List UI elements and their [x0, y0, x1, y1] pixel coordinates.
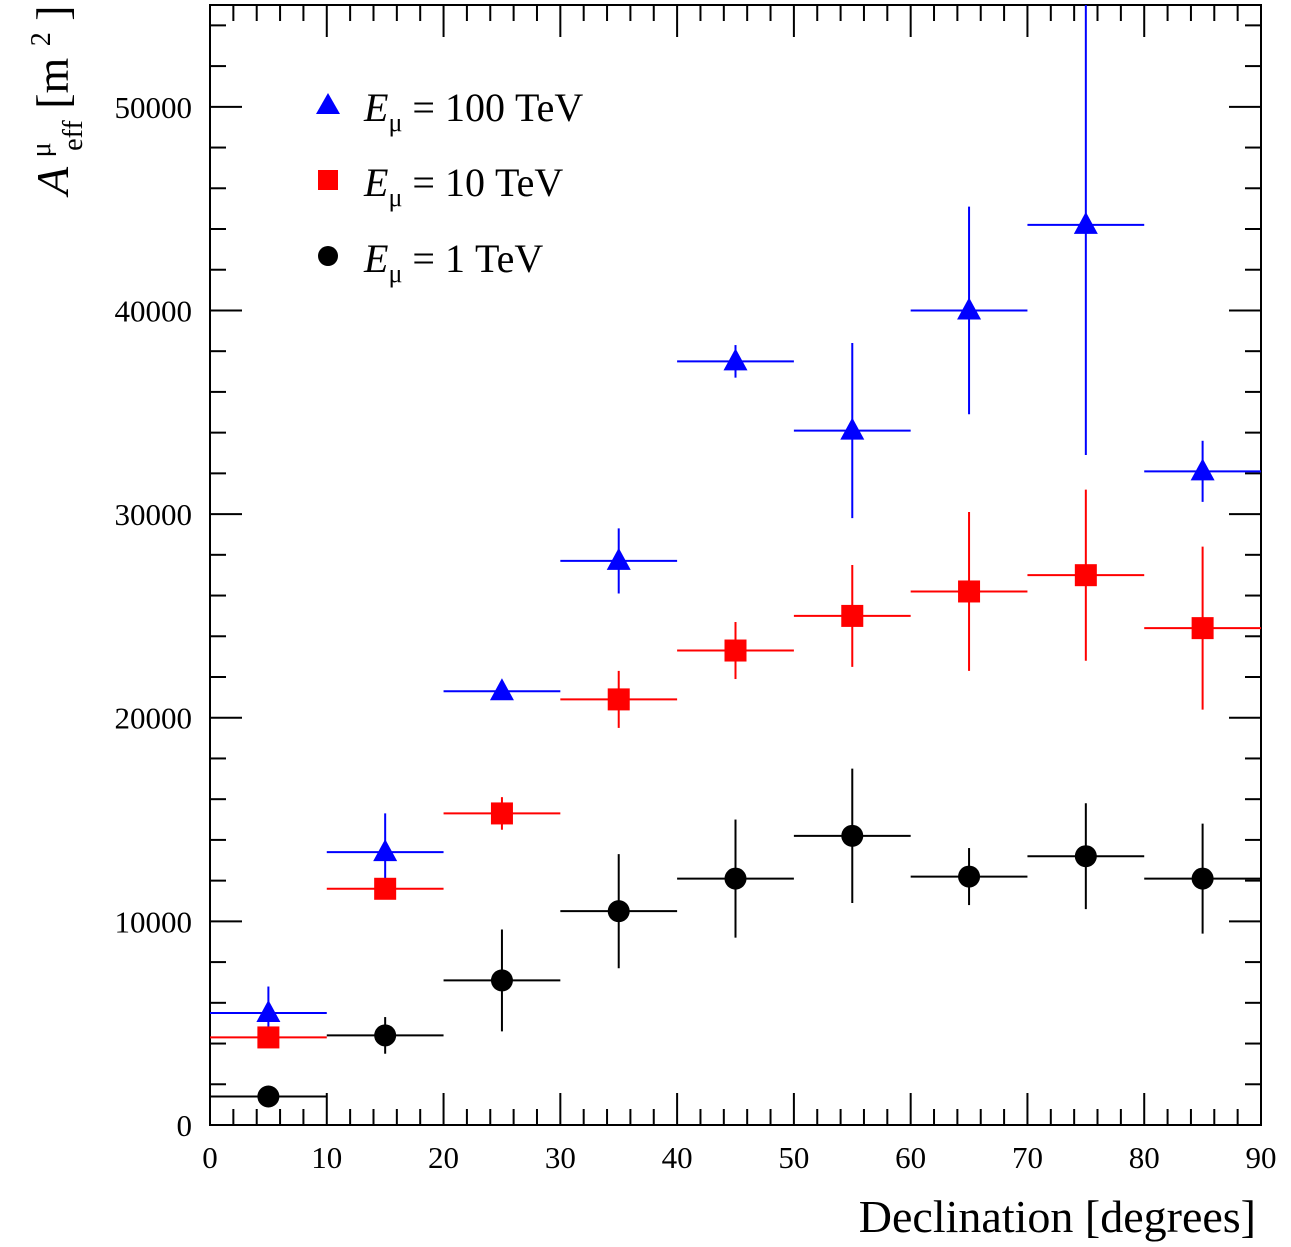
- x-tick-label: 40: [662, 1140, 693, 1175]
- x-tick-label: 60: [895, 1140, 926, 1175]
- legend: Eμ = 100 TeV Eμ = 10 TeV Eμ = 1 TeV: [316, 85, 583, 288]
- legend-label-10tev: Eμ = 10 TeV: [363, 160, 563, 212]
- data-point-circle: [724, 867, 747, 890]
- x-tick-label: 80: [1129, 1140, 1160, 1175]
- data-point-square: [841, 604, 864, 627]
- y-tick-labels: 0 10000 20000 30000 40000 50000: [115, 90, 193, 1143]
- y-axis-title: A μ eff [m 2 ]: [9, 5, 92, 198]
- x-tick-label: 10: [311, 1140, 342, 1175]
- legend-marker-square: [318, 170, 338, 190]
- y-tick-label: 30000: [115, 497, 193, 532]
- y-axis-unit-power: 2: [26, 32, 57, 46]
- x-tick-label: 70: [1012, 1140, 1043, 1175]
- legend-label-1tev: Eμ = 1 TeV: [363, 236, 543, 288]
- legend-entry-10tev: Eμ = 10 TeV: [318, 160, 563, 212]
- data-point-square: [607, 688, 630, 711]
- legend-entry-1tev: Eμ = 1 TeV: [318, 236, 543, 288]
- data-point-circle: [490, 969, 513, 992]
- y-tick-label: 50000: [115, 90, 193, 125]
- series-triangle: [210, 5, 1261, 1040]
- x-tick-label: 90: [1246, 1140, 1277, 1175]
- data-point-circle: [1191, 867, 1214, 890]
- data-point-square: [490, 802, 513, 825]
- legend-marker-circle: [318, 246, 338, 266]
- data-point-square: [958, 580, 981, 603]
- data-points: [210, 5, 1261, 1108]
- data-point-triangle: [1073, 211, 1098, 234]
- data-point-triangle: [723, 348, 748, 371]
- legend-label-100tev: Eμ = 100 TeV: [363, 85, 583, 137]
- data-point-circle: [374, 1024, 397, 1047]
- x-tick-label: 30: [545, 1140, 576, 1175]
- data-point-square: [374, 877, 397, 900]
- y-axis-unit-close: ]: [27, 5, 78, 20]
- y-tick-label: 0: [177, 1108, 193, 1143]
- y-tick-label: 40000: [115, 293, 193, 328]
- x-tick-label: 50: [778, 1140, 809, 1175]
- data-point-square: [257, 1026, 280, 1049]
- y-axis-subscript: eff: [58, 120, 89, 151]
- data-point-triangle: [840, 417, 865, 440]
- x-tick-label: 20: [428, 1140, 459, 1175]
- y-axis-superscript: μ: [26, 142, 57, 157]
- plot-frame: [209, 4, 1262, 1126]
- data-point-circle: [958, 865, 981, 888]
- data-point-triangle: [489, 678, 514, 701]
- legend-marker-triangle: [316, 93, 340, 114]
- data-point-triangle: [957, 297, 982, 320]
- legend-entry-100tev: Eμ = 100 TeV: [316, 85, 583, 137]
- series-square: [210, 489, 1261, 1049]
- data-point-triangle: [373, 839, 398, 862]
- data-point-circle: [841, 824, 864, 847]
- data-point-triangle: [1190, 458, 1215, 481]
- x-tick-label: 0: [202, 1140, 218, 1175]
- y-axis-symbol: A: [27, 166, 78, 198]
- x-tick-labels: 0 10 20 30 40 50 60 70 80 90: [202, 1140, 1276, 1175]
- data-point-square: [1074, 564, 1097, 587]
- data-point-circle: [1074, 845, 1097, 868]
- data-point-triangle: [606, 547, 631, 570]
- axis-ticks: [209, 5, 1262, 1126]
- data-point-square: [724, 639, 747, 662]
- data-point-circle: [257, 1085, 280, 1108]
- data-point-triangle: [256, 1000, 281, 1022]
- series-circle: [210, 768, 1261, 1108]
- y-tick-label: 10000: [115, 904, 193, 939]
- x-axis-title: Declination [degrees]: [859, 1191, 1256, 1242]
- y-axis-unit-open: [m: [27, 57, 78, 108]
- y-tick-label: 20000: [115, 701, 193, 736]
- data-point-circle: [607, 900, 630, 923]
- data-point-square: [1191, 617, 1214, 640]
